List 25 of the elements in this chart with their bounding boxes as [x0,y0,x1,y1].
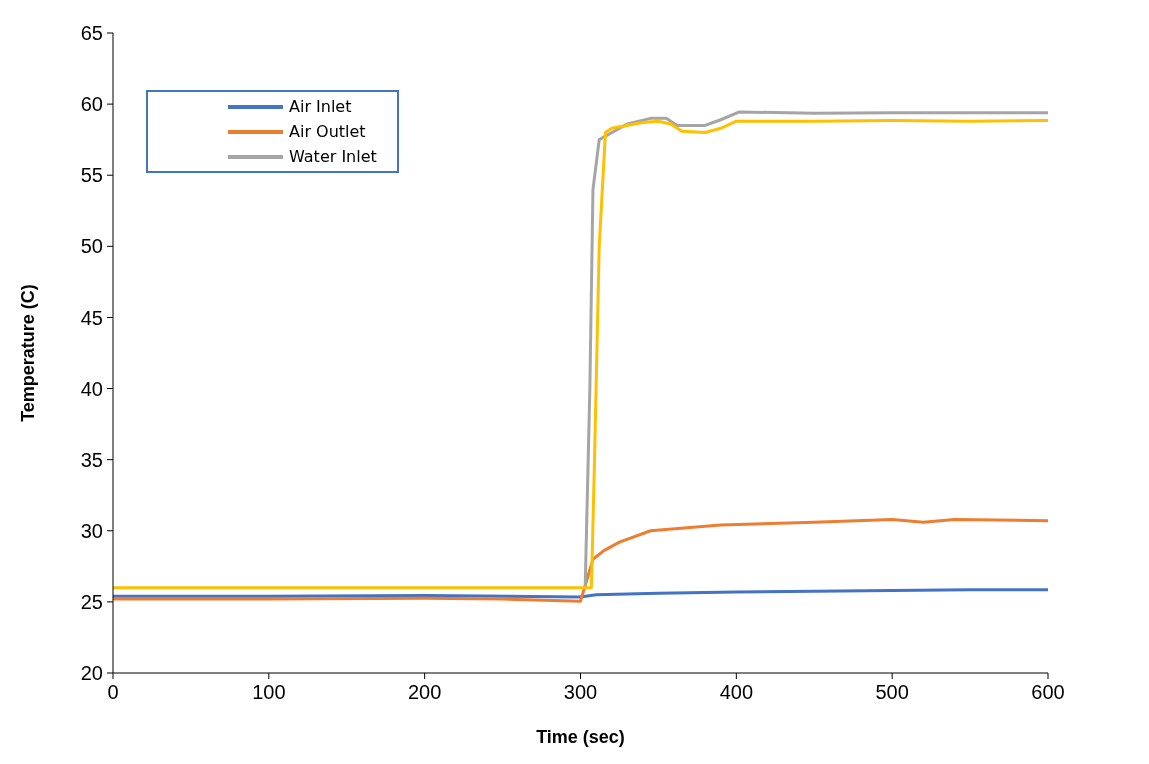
y-tick-label: 40 [80,377,103,400]
line-series [113,517,1048,603]
y-tick-label: 35 [80,448,103,471]
y-tick-label: 50 [80,235,103,258]
legend-label: Air Outlet [289,122,366,141]
y-tick-label: 20 [80,662,103,685]
y-tick-label: 60 [80,93,103,116]
x-tick-label: 300 [563,681,598,704]
y-tick-label: 25 [80,590,103,613]
y-tick-label: 45 [80,306,103,329]
y-axis-title: Temperature (C) [18,284,39,422]
line-series [113,588,1048,599]
x-axis-title: Time (sec) [536,727,625,747]
y-tick-label: 65 [80,22,103,45]
y-tick-label: 55 [80,164,103,187]
x-tick-label: 0 [107,681,119,704]
line-series [113,118,1048,590]
x-tick-label: 100 [252,681,286,704]
y-tick-label: 30 [80,519,103,542]
x-tick-label: 500 [875,681,909,704]
legend-label: Air Inlet [289,97,352,116]
x-tick-label: 400 [719,681,754,704]
x-tick-label: 200 [407,681,442,704]
legend-label: Water Inlet [289,147,377,166]
x-tick-label: 600 [1031,681,1065,704]
